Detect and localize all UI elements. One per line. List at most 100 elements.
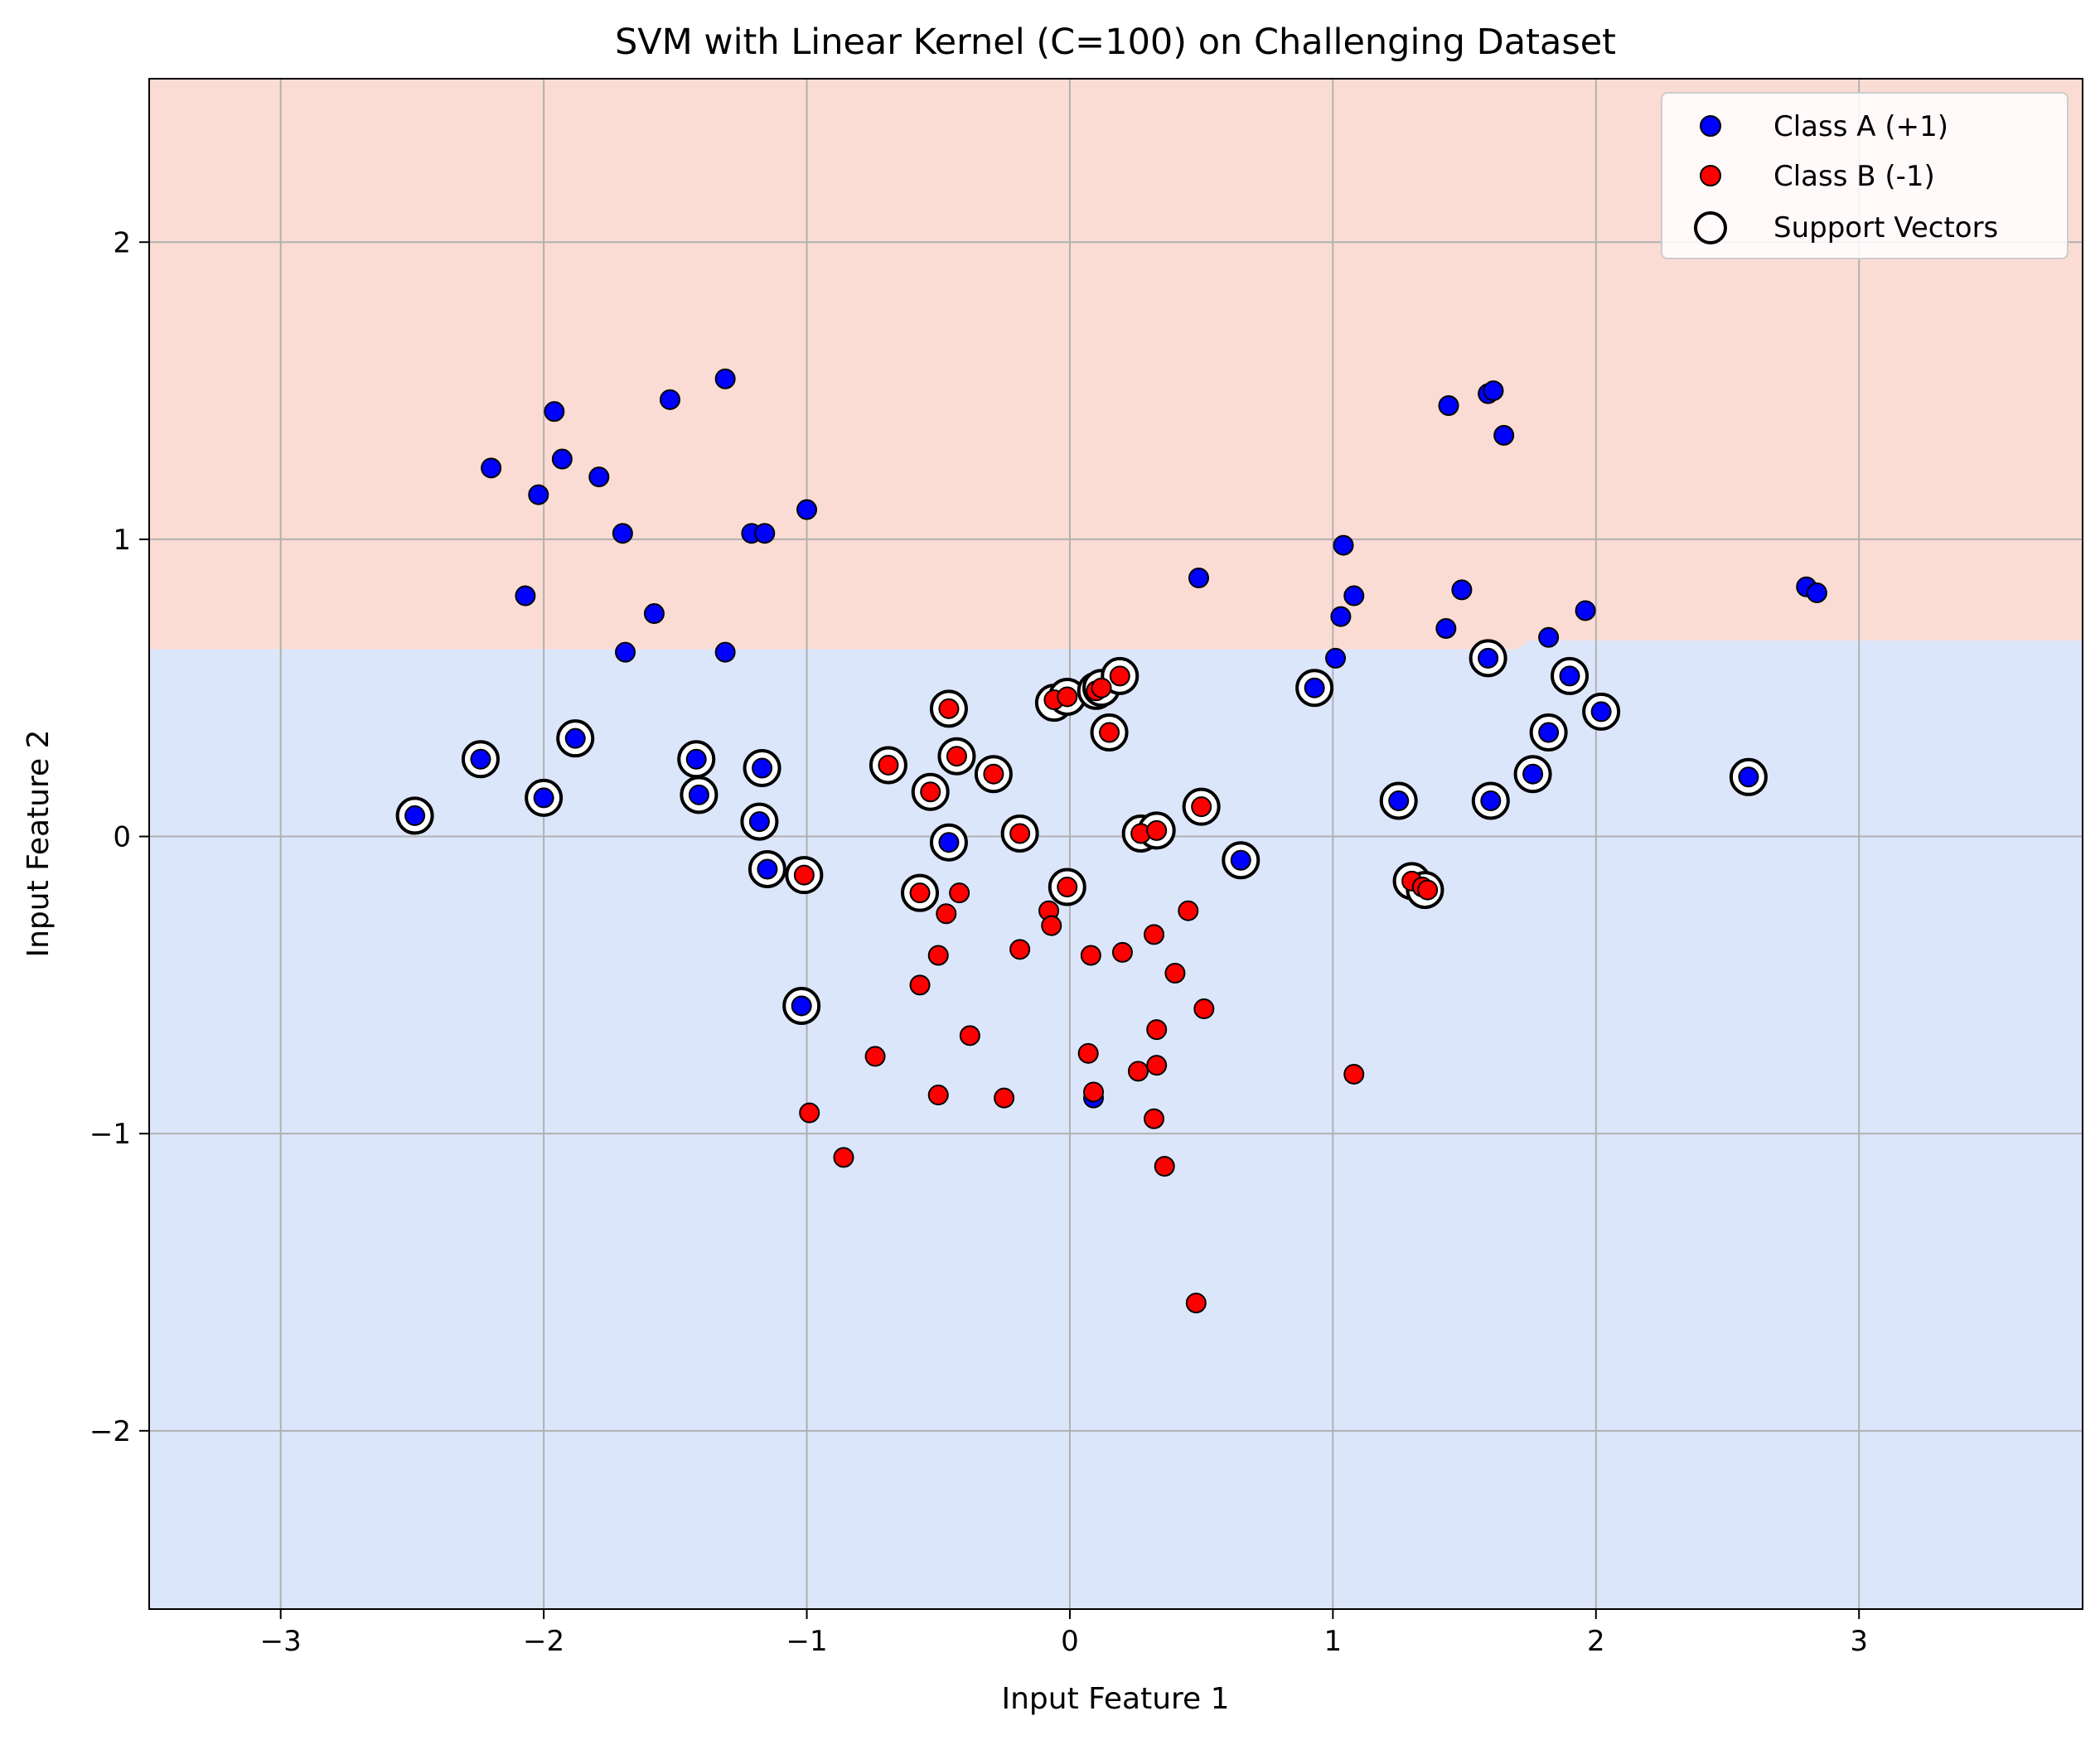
legend-marker-support-vectors [1694, 211, 1727, 244]
point-class-a [564, 727, 586, 749]
point-class-b [1191, 796, 1212, 818]
point-class-a [1575, 600, 1596, 621]
point-class-a [791, 995, 812, 1017]
point-class-a [685, 748, 707, 770]
point-class-a [1388, 790, 1410, 811]
legend: Class A (+1) Class B (-1) Support Vector… [1661, 92, 2069, 259]
point-class-a [1522, 763, 1544, 785]
x-tick-label: 0 [1061, 1625, 1079, 1658]
point-class-a [515, 585, 536, 607]
y-tick-label: 0 [113, 821, 131, 854]
point-class-a [1333, 534, 1354, 556]
point-class-a [470, 748, 491, 770]
point-class-a [938, 832, 960, 853]
point-class-b [799, 1102, 820, 1124]
decision-region-class-b [149, 640, 2083, 1609]
point-class-a [1483, 380, 1504, 402]
point-class-a [1435, 617, 1457, 639]
point-class-b [909, 882, 931, 904]
point-class-a [659, 389, 680, 410]
point-class-a [533, 787, 554, 809]
chart-title: SVM with Linear Kernel (C=100) on Challe… [615, 22, 1616, 63]
point-class-a [1478, 647, 1499, 669]
point-class-b [1154, 1156, 1175, 1177]
x-tick-label: 3 [1850, 1625, 1868, 1658]
point-class-b [1077, 1042, 1099, 1064]
point-class-b [1343, 1063, 1365, 1085]
y-axis-ticks: −2 −1 0 1 2 [90, 226, 149, 1448]
x-tick-label: 1 [1324, 1625, 1343, 1658]
point-class-a [528, 484, 549, 505]
y-tick-label: −2 [90, 1415, 131, 1448]
point-class-b [946, 746, 967, 767]
point-class-b [1144, 1108, 1165, 1129]
legend-label-class-b: Class B (-1) [1773, 160, 1935, 193]
legend-label-class-a: Class A (+1) [1773, 110, 1948, 143]
point-class-a [1590, 701, 1612, 723]
point-class-a [1325, 647, 1347, 669]
point-class-a [551, 448, 573, 470]
point-class-b [1009, 823, 1031, 844]
point-class-b [1057, 686, 1078, 708]
point-class-b [1146, 1055, 1168, 1076]
point-class-a [481, 457, 502, 479]
point-class-b [1417, 879, 1439, 901]
point-class-b [1111, 941, 1133, 963]
x-axis-label: Input Feature 1 [1001, 1682, 1229, 1716]
point-class-a [757, 858, 778, 880]
point-class-a [1343, 585, 1365, 607]
y-tick-label: 2 [113, 226, 131, 259]
point-class-b [1041, 915, 1062, 936]
plot-area [149, 79, 2083, 1609]
point-class-a [1538, 722, 1560, 743]
point-class-b [1146, 819, 1168, 841]
point-class-a [1451, 579, 1473, 601]
point-class-a [1806, 582, 1827, 603]
x-tick-label: −1 [786, 1625, 827, 1658]
point-class-b [994, 1087, 1015, 1109]
point-class-a [404, 805, 426, 826]
point-class-b [959, 1025, 980, 1046]
point-class-b [936, 903, 957, 925]
point-class-b [1080, 945, 1101, 966]
point-class-a [1330, 606, 1352, 627]
point-class-b [920, 781, 941, 803]
point-class-a [1230, 849, 1251, 871]
legend-marker-class-a [1700, 115, 1721, 137]
point-class-a [1538, 626, 1560, 648]
point-class-a [544, 401, 565, 423]
point-class-a [1559, 665, 1580, 687]
point-class-a [1493, 424, 1515, 446]
point-class-b [1164, 963, 1186, 984]
decision-region-class-a [149, 79, 2083, 650]
point-class-a [615, 641, 636, 663]
point-class-b [949, 882, 970, 904]
point-class-b [1146, 1019, 1168, 1041]
y-tick-label: −1 [90, 1118, 131, 1151]
point-class-b [1144, 924, 1165, 945]
legend-box [1661, 92, 2069, 259]
x-axis-ticks: −3 −2 −1 0 1 2 3 [260, 1609, 1868, 1658]
point-class-b [1185, 1293, 1207, 1314]
point-class-b [909, 974, 931, 996]
point-class-a [748, 811, 770, 833]
point-class-b [1083, 1081, 1105, 1103]
point-class-a [1438, 395, 1459, 417]
point-class-b [938, 698, 960, 719]
point-class-b [878, 754, 899, 776]
legend-marker-class-b [1700, 165, 1721, 186]
point-class-b [1193, 998, 1215, 1020]
point-class-b [1099, 722, 1120, 743]
point-class-a [754, 523, 776, 544]
data-points [404, 368, 1827, 1314]
x-tick-label: 2 [1587, 1625, 1605, 1658]
y-tick-label: 1 [113, 524, 131, 557]
point-class-b [793, 864, 815, 886]
x-tick-label: −2 [523, 1625, 564, 1658]
point-class-b [983, 763, 1004, 785]
point-class-a [1304, 677, 1325, 698]
point-class-a [714, 368, 736, 389]
point-class-a [796, 499, 818, 520]
point-class-b [927, 945, 949, 966]
